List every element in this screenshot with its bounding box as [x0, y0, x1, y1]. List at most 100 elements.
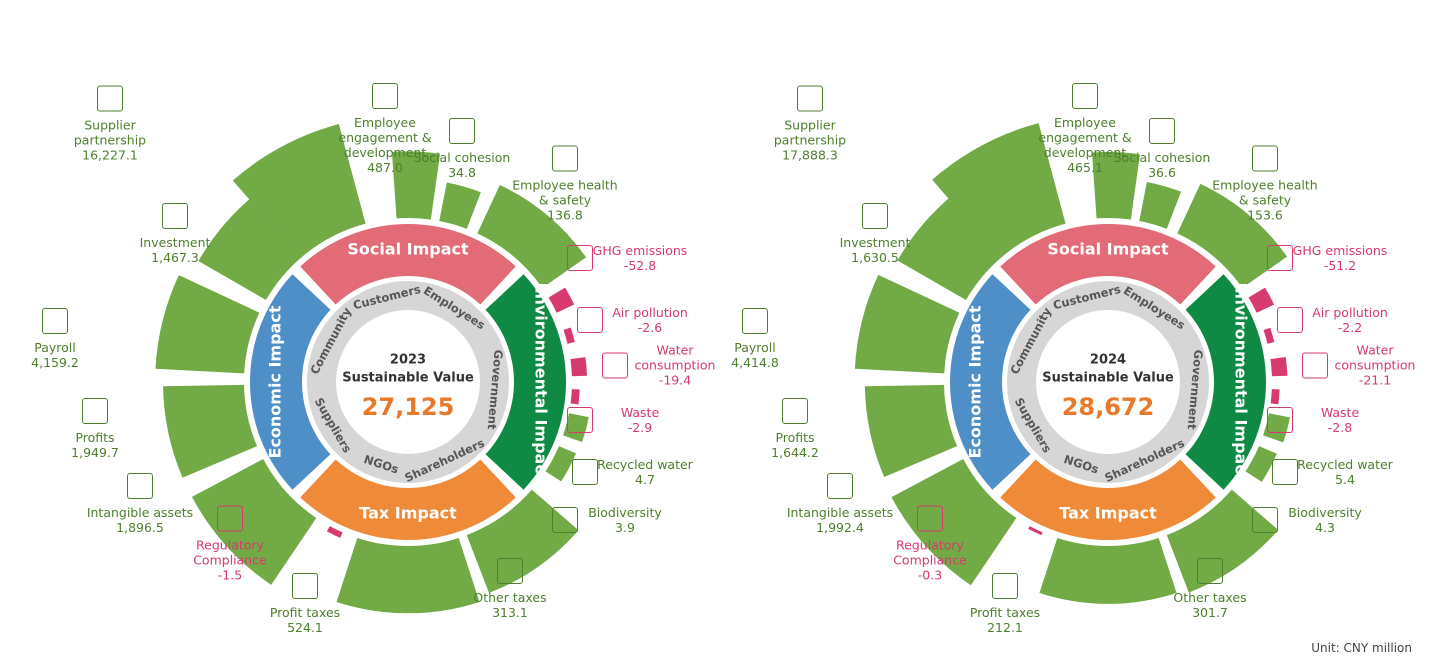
label-icon: [552, 507, 578, 533]
value-label: -1.5: [217, 567, 243, 583]
bar: [466, 489, 579, 593]
center-disc: [1036, 310, 1180, 454]
unit-note: Unit: CNY million: [1311, 641, 1412, 655]
bar-label: Profits 1,949.7: [36, 398, 154, 460]
label-icon: [162, 203, 188, 229]
impact-label: Social Impact: [1047, 240, 1169, 259]
bar-label: Recycled water 5.4: [1272, 457, 1404, 487]
impact-label: Tax Impact: [359, 504, 457, 523]
value-label: 465.1: [1067, 160, 1103, 175]
category-name: Water consumption: [634, 342, 716, 373]
value-label: 4.7: [635, 472, 655, 487]
category-name: Supplier partnership: [73, 117, 147, 148]
bar-label: Other taxes 313.1: [451, 558, 569, 620]
bar-label: Employee health & safety 153.6: [1206, 145, 1324, 223]
bar-label: Investment 1,467.3: [116, 203, 234, 265]
category-name: Investment: [139, 235, 211, 250]
label-icon: [497, 558, 523, 584]
stakeholder: Government: [485, 349, 506, 430]
bar: [1245, 446, 1277, 482]
category-name: Water consumption: [1334, 342, 1416, 373]
value-label: 153.6: [1247, 207, 1283, 223]
center-total: 28,672: [1062, 393, 1155, 421]
value-label: 136.8: [547, 207, 583, 223]
value-label: 4,414.8: [731, 355, 779, 370]
value-label: 1,467.3: [151, 250, 199, 265]
impact-sector: [300, 223, 516, 305]
bar-label: Intangible assets 1,992.4: [781, 473, 899, 535]
bar: [548, 287, 575, 313]
bar: [1039, 537, 1177, 604]
value-label: 313.1: [492, 605, 528, 620]
value-label: 487.0: [367, 160, 403, 175]
category-name: Employee health & safety: [512, 177, 618, 208]
bar: [1091, 151, 1141, 220]
bar-label: Employee engagement & development 465.1: [1026, 83, 1144, 175]
bar-label: GHG emissions -52.8: [567, 243, 699, 273]
value-label: 1,896.5: [116, 520, 164, 535]
stakeholder: Government: [1185, 349, 1206, 430]
label-icon: [127, 473, 153, 499]
bar: [1270, 389, 1280, 405]
category-name: Supplier partnership: [773, 117, 847, 148]
impact-sector: [1000, 459, 1216, 541]
label-icon: [1267, 245, 1293, 271]
label-icon: [1149, 118, 1175, 144]
center-total: 27,125: [362, 393, 455, 421]
value-label: 301.7: [1192, 605, 1228, 620]
impact-sector: [950, 274, 1031, 490]
value-label: 4,159.2: [31, 355, 79, 370]
bar-label: Social cohesion 34.8: [403, 118, 521, 180]
category-name: GHG emissions: [1292, 243, 1388, 258]
bar: [326, 526, 343, 538]
label-icon: [577, 307, 603, 333]
label-icon: [567, 407, 593, 433]
value-label: 17,888.3: [782, 147, 838, 163]
label-icon: [782, 398, 808, 424]
label-icon: [917, 505, 943, 532]
bar: [1139, 181, 1182, 229]
impact-label: Social Impact: [347, 240, 469, 259]
bar: [198, 196, 303, 300]
value-label: 16,227.1: [82, 147, 138, 163]
category-name: Profits: [75, 430, 115, 445]
label-icon: [827, 473, 853, 499]
bar-label: Supplier partnership 17,888.3: [751, 85, 869, 163]
bar-label: Recycled water 4.7: [572, 457, 704, 487]
category-name: Employee health & safety: [1212, 177, 1318, 208]
category-name: Social cohesion: [1113, 150, 1211, 165]
value-label: -2.9: [627, 420, 653, 435]
category-name: Waste: [620, 405, 660, 420]
label-icon: [1267, 407, 1293, 433]
label-icon: [1197, 558, 1223, 584]
category-name: Intangible assets: [86, 505, 194, 520]
impact-sector: [300, 459, 516, 541]
value-label: -52.8: [623, 258, 657, 273]
bar: [570, 389, 580, 405]
bar-label: GHG emissions -51.2: [1267, 243, 1399, 273]
value-label: 524.1: [287, 620, 323, 635]
category-name: Waste: [1320, 405, 1360, 420]
label-icon: [567, 245, 593, 271]
value-label: -19.4: [658, 372, 692, 388]
bar: [1248, 287, 1275, 313]
bar: [439, 182, 481, 229]
label-icon: [1252, 507, 1278, 533]
bar-label: Investment 1,630.5: [816, 203, 934, 265]
bar: [232, 124, 366, 259]
label-icon: [862, 203, 888, 229]
impact-label: Environmental Impact: [1232, 283, 1251, 482]
bar: [1263, 413, 1290, 443]
center-subtitle: Sustainable Value: [1042, 371, 1174, 386]
bar-label: Employee health & safety 136.8: [506, 145, 624, 223]
label-icon: [42, 308, 68, 334]
category-name: Profit taxes: [269, 605, 341, 620]
value-label: -0.3: [917, 567, 943, 583]
bar: [1263, 327, 1275, 344]
value-label: 34.8: [448, 165, 476, 180]
category-name: Other taxes: [1173, 590, 1247, 605]
center-subtitle: Sustainable Value: [342, 371, 474, 386]
impact-label: Environmental Impact: [532, 283, 551, 482]
bar: [563, 327, 575, 344]
